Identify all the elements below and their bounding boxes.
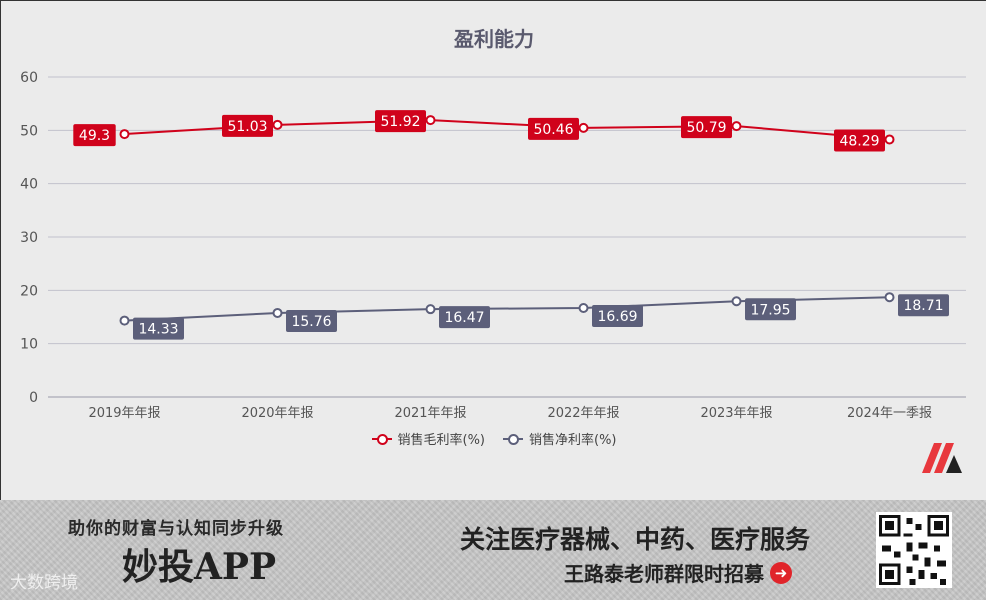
data-point (884, 134, 895, 145)
legend-swatch-net-margin (503, 433, 523, 445)
banner-teacher-text: 王路泰老师群限时招募 (564, 562, 764, 586)
data-point (272, 119, 283, 130)
y-tick-label: 30 (20, 230, 38, 246)
x-tick-label: 2020年年报 (241, 406, 313, 421)
data-point (731, 296, 742, 307)
data-label-bg (681, 116, 732, 139)
data-label-bg (834, 129, 885, 152)
x-tick-label: 2019年年报 (88, 406, 160, 421)
banner-teacher[interactable]: 王路泰老师群限时招募 ➜ (564, 558, 792, 587)
data-label: 18.71 (903, 298, 943, 314)
y-tick-label: 50 (20, 123, 38, 139)
data-point (119, 129, 130, 140)
data-label: 51.03 (227, 119, 267, 135)
legend-item-net-margin[interactable]: 销售净利率(%) (503, 429, 617, 448)
data-label: 48.29 (839, 133, 879, 149)
legend-swatch-gross-margin (371, 433, 392, 445)
legend-item-gross-margin[interactable]: 销售毛利率(%) (371, 429, 486, 448)
banner-focus: 关注医疗器械、中药、医疗服务 (460, 525, 811, 554)
data-label-bg (222, 114, 273, 137)
data-label-bg (73, 124, 116, 147)
data-label: 50.79 (686, 120, 726, 136)
banner-app-name: 妙投APP (122, 546, 277, 588)
data-label-bg (133, 317, 184, 340)
banner-slogan: 助你的财富与认知同步升级 (68, 519, 284, 539)
x-tick-label: 2023年年报 (700, 406, 772, 421)
legend-label: 销售毛利率(%) (397, 433, 486, 448)
data-point (884, 292, 895, 303)
y-tick-label: 20 (20, 283, 38, 299)
x-tick-label: 2021年年报 (394, 406, 466, 421)
qr-code-icon (876, 512, 952, 588)
arrow-right-circle-icon[interactable]: ➜ (770, 561, 792, 584)
data-label: 49.3 (79, 128, 110, 144)
x-tick-label: 2022年年报 (547, 406, 619, 421)
data-label-bg (286, 309, 337, 332)
data-label-bg (745, 298, 796, 321)
data-label: 51.92 (380, 114, 420, 130)
chart-panel: 盈利能力 0 10 20 30 40 50 60 2019年年报 2020年年报 2021年年报 2… (0, 0, 986, 500)
data-label: 50.46 (533, 122, 573, 138)
data-label-bg (592, 304, 643, 327)
y-tick-label: 10 (20, 337, 38, 353)
data-point (731, 121, 742, 132)
chart-legend: 销售毛利率(%) 销售净利率(%) (1, 429, 986, 448)
line-chart: 0 10 20 30 40 50 60 2019年年报 2020年年报 2021年年报 2022年年… (20, 70, 966, 421)
y-tick-label: 60 (20, 70, 38, 86)
data-point (578, 302, 589, 313)
data-label: 14.33 (138, 322, 178, 338)
data-label: 16.47 (444, 310, 484, 326)
chart-title: 盈利能力 (454, 27, 534, 51)
watermark: 大数跨境 (10, 573, 78, 593)
data-label-bg (898, 294, 949, 317)
data-point (119, 315, 130, 326)
y-tick-label: 40 (20, 177, 38, 193)
data-point (272, 307, 283, 318)
miaotou-logo-icon (922, 443, 962, 473)
promo-banner[interactable]: 助你的财富与认知同步升级 妙投APP 大数跨境 关注医疗器械、中药、医疗服务 王… (0, 500, 986, 600)
data-label: 16.69 (597, 309, 637, 325)
data-label: 15.76 (291, 314, 331, 330)
x-tick-label: 2024年一季报 (847, 406, 932, 421)
legend-label: 销售净利率(%) (529, 433, 617, 448)
y-tick-label: 0 (29, 390, 38, 406)
data-point (425, 115, 436, 126)
data-label-bg (375, 110, 426, 133)
data-point (578, 122, 589, 133)
data-label: 17.95 (750, 302, 790, 318)
data-point (425, 304, 436, 315)
data-label-bg (439, 306, 490, 329)
data-label-bg (528, 117, 579, 140)
